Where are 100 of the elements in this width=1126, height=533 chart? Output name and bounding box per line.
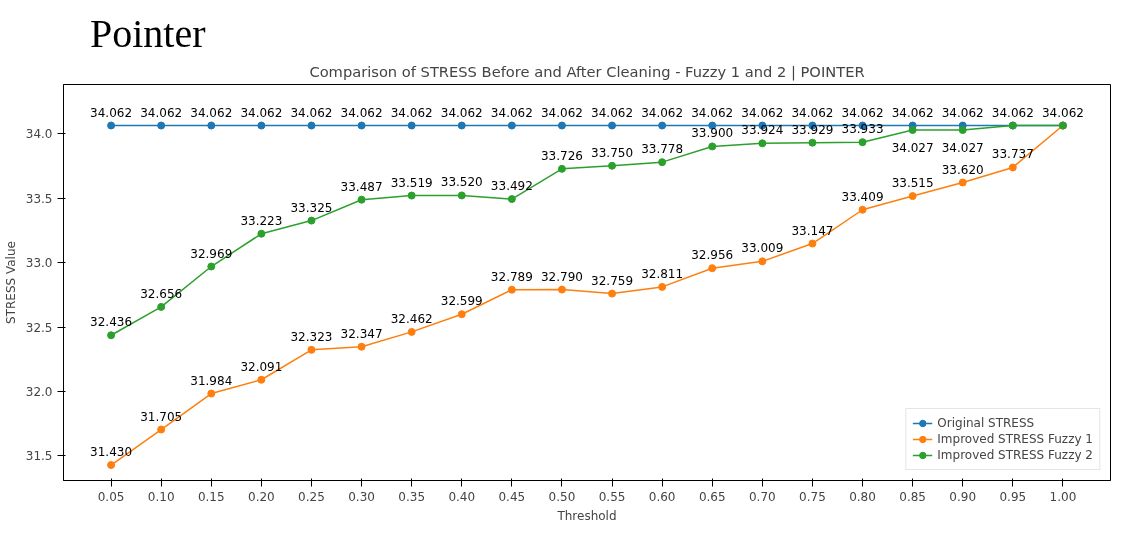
x-tick-label: 0.45 xyxy=(498,489,526,504)
data-label: 34.062 xyxy=(641,105,684,120)
data-label: 34.062 xyxy=(240,105,283,120)
point xyxy=(207,389,216,398)
data-label: 32.956 xyxy=(691,248,734,263)
point xyxy=(658,282,667,291)
point xyxy=(457,121,466,130)
y-tick-label: 33.5 xyxy=(25,191,53,206)
data-label: 34.062 xyxy=(440,105,483,120)
x-tick-label: 0.40 xyxy=(448,489,476,504)
data-label: 34.062 xyxy=(90,105,133,120)
x-tick-label: 0.70 xyxy=(748,489,776,504)
point xyxy=(257,121,266,130)
data-label: 34.062 xyxy=(591,105,634,120)
data-label: 31.430 xyxy=(90,445,133,460)
data-label: 34.062 xyxy=(691,105,734,120)
point xyxy=(207,262,216,271)
point xyxy=(207,121,216,130)
point xyxy=(107,461,116,470)
y-tick-label: 33.0 xyxy=(25,256,53,271)
point xyxy=(457,191,466,200)
data-label: 33.409 xyxy=(841,189,884,204)
point xyxy=(507,121,516,130)
y-tick-label: 31.5 xyxy=(25,449,53,464)
point xyxy=(658,121,667,130)
data-label: 33.726 xyxy=(540,148,583,163)
x-tick-label: 0.90 xyxy=(949,489,977,504)
point xyxy=(858,138,867,147)
data-label: 32.599 xyxy=(440,294,483,309)
point xyxy=(608,121,617,130)
point xyxy=(407,191,416,200)
point xyxy=(107,331,116,340)
point xyxy=(608,289,617,298)
data-label: 34.027 xyxy=(891,141,934,156)
point xyxy=(257,375,266,384)
y-axis-title: STRESS Value xyxy=(3,241,18,324)
data-label: 32.969 xyxy=(190,246,233,261)
x-tick-label: 0.20 xyxy=(248,489,275,504)
point xyxy=(257,229,266,238)
data-label: 34.062 xyxy=(390,105,433,120)
data-label: 32.789 xyxy=(490,269,533,284)
data-label: 32.347 xyxy=(340,326,383,341)
data-label: 33.147 xyxy=(791,223,834,238)
data-label: 34.062 xyxy=(841,105,884,120)
y-tick-label: 32.5 xyxy=(25,320,53,335)
x-tick-label: 0.60 xyxy=(648,489,676,504)
point xyxy=(608,161,617,170)
data-label: 33.900 xyxy=(691,126,734,141)
point xyxy=(407,121,416,130)
data-label: 34.062 xyxy=(1041,105,1084,120)
data-label: 34.062 xyxy=(340,105,383,120)
data-label: 34.062 xyxy=(891,105,934,120)
legend-label: Improved STRESS Fuzzy 1 xyxy=(937,431,1093,447)
point xyxy=(307,121,316,130)
point xyxy=(157,425,166,434)
point xyxy=(357,121,366,130)
y-tick-label: 34.0 xyxy=(25,127,53,142)
point xyxy=(507,195,516,204)
data-label: 31.705 xyxy=(140,409,183,424)
data-label: 34.062 xyxy=(791,105,834,120)
x-tick-label: 0.55 xyxy=(598,489,626,504)
data-label: 32.790 xyxy=(540,269,583,284)
data-label: 31.984 xyxy=(190,373,233,388)
data-label: 33.929 xyxy=(791,122,834,137)
data-label: 33.750 xyxy=(591,145,634,160)
data-label: 32.462 xyxy=(390,311,433,326)
x-tick-label: 0.30 xyxy=(348,489,375,504)
data-label: 33.933 xyxy=(841,122,884,137)
point xyxy=(307,216,316,225)
y-tick-label: 32.0 xyxy=(25,385,53,399)
point xyxy=(658,158,667,167)
point xyxy=(407,327,416,336)
data-label: 34.062 xyxy=(991,105,1034,120)
point xyxy=(1008,163,1017,172)
x-tick-label: 0.25 xyxy=(298,489,325,504)
x-tick-label: 0.35 xyxy=(398,489,426,504)
point xyxy=(157,302,166,311)
x-tick-label: 0.95 xyxy=(999,489,1027,504)
chart-title: Pointer xyxy=(90,10,206,58)
data-label: 33.778 xyxy=(641,142,684,157)
data-label: 34.062 xyxy=(290,105,333,120)
data-label: 32.091 xyxy=(240,359,283,374)
point xyxy=(708,264,717,273)
point xyxy=(958,178,967,187)
x-tick-label: 0.50 xyxy=(548,489,576,504)
data-label: 34.062 xyxy=(190,105,233,120)
x-tick-label: 0.05 xyxy=(97,489,125,504)
legend-label: Original STRESS xyxy=(937,415,1035,431)
x-axis-title: Threshold xyxy=(556,508,617,523)
data-label: 33.519 xyxy=(390,175,433,190)
point xyxy=(908,126,917,135)
x-tick-label: 0.10 xyxy=(147,489,175,504)
point xyxy=(557,164,566,173)
data-label: 33.492 xyxy=(490,179,533,194)
data-label: 33.924 xyxy=(741,123,784,138)
data-label: 32.323 xyxy=(290,329,333,344)
point xyxy=(507,285,516,294)
point xyxy=(307,345,316,354)
x-tick-label: 0.80 xyxy=(849,489,876,504)
data-label: 34.062 xyxy=(941,105,984,120)
